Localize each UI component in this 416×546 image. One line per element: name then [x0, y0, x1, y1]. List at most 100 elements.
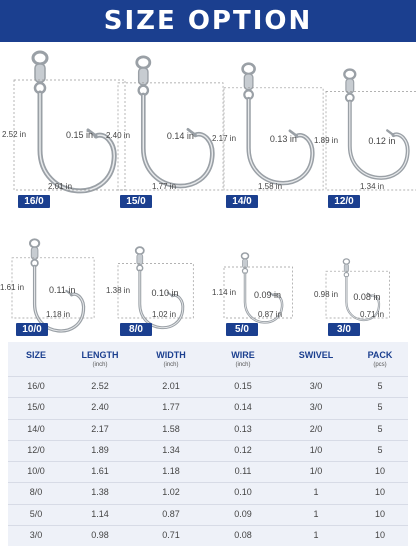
table-cell: 1.18	[162, 466, 180, 476]
hook-item	[218, 252, 318, 334]
table-cell: 1.34	[162, 444, 180, 455]
column-header: SIZE	[8, 350, 64, 361]
row-divider	[8, 503, 408, 505]
column-header: LENGTH (inch)	[64, 350, 136, 369]
table-cell: 8/0	[29, 487, 43, 498]
table-cell: 10	[374, 487, 385, 498]
size-tag: 15/0	[120, 195, 152, 208]
width-dimension: 2.01 in	[48, 182, 73, 191]
size-tag: 8/0	[120, 323, 152, 336]
wire-dimension: 0.08 in	[353, 292, 381, 303]
circle-hook-icon	[117, 55, 224, 191]
table-cell: 3/0	[29, 529, 43, 540]
row-divider	[8, 376, 408, 377]
table-cell: 16/0	[27, 381, 45, 391]
wire-dimension: 0.12 in	[368, 135, 396, 146]
width-dimension: 1.34 in	[360, 182, 385, 191]
width-dimension: 0.71 in	[360, 310, 385, 319]
wire-dimension: 0.14 in	[166, 131, 194, 142]
hook-item	[320, 258, 416, 334]
table-cell: 12/0	[27, 444, 45, 455]
table-cell: 0.12	[234, 444, 252, 455]
circle-hook-icon	[223, 62, 324, 191]
column-header: WIDTH (inch)	[136, 350, 206, 369]
table-row: 14/0 2.17 1.58 0.13 2/0 5	[8, 419, 408, 440]
table-cell: 0.10	[234, 487, 252, 498]
table-cell: 0.08	[234, 529, 252, 540]
length-dimension: 1.89 in	[314, 135, 339, 145]
row-divider	[8, 439, 408, 441]
table-cell: 0.15	[234, 381, 252, 391]
table-cell: 2.01	[162, 381, 180, 391]
size-tag: 5/0	[226, 323, 258, 336]
circle-hook-icon	[11, 238, 95, 333]
table-cell: 1.58	[162, 423, 180, 434]
wire-dimension: 0.13 in	[269, 133, 297, 144]
table-cell: 2.17	[91, 423, 109, 434]
spec-table: SIZE LENGTH (inch) WIDTH (inch) WIRE (inch) SWI…	[8, 342, 408, 546]
width-dimension: 1.02 in	[152, 310, 177, 319]
circle-hook-icon	[223, 252, 293, 324]
table-row: 16/0 2.52 2.01 0.15 3/0 5	[8, 376, 408, 397]
column-header-label: WIDTH	[156, 350, 186, 360]
table-cell: 0.13	[234, 423, 252, 434]
size-tag: 14/0	[226, 195, 258, 208]
width-dimension: 1.58 in	[258, 182, 283, 191]
table-cell: 10/0	[27, 466, 45, 476]
table-row: 3/0 0.98 0.71 0.08 1 10	[8, 525, 408, 546]
row-divider	[8, 482, 408, 484]
length-dimension: 1.61 in	[0, 282, 25, 292]
table-cell: 1.61	[91, 466, 109, 476]
table-cell: 1.38	[91, 487, 109, 498]
column-header-label: WIRE	[231, 350, 255, 360]
wire-dimension: 0.10 in	[151, 287, 179, 298]
table-cell: 1/0	[309, 466, 323, 476]
table-row: 12/0 1.89 1.34 0.12 1/0 5	[8, 440, 408, 461]
table-cell: 1.02	[162, 487, 180, 498]
table-cell: 1.77	[162, 402, 180, 413]
table-cell: 1	[313, 529, 319, 540]
table-row: 8/0 1.38 1.02 0.10 1 10	[8, 482, 408, 503]
table-cell: 2.52	[91, 381, 109, 391]
column-header-label: PACK	[367, 350, 393, 360]
table-cell: 1	[313, 508, 319, 519]
circle-hook-icon	[325, 258, 390, 322]
size-tag: 3/0	[328, 323, 360, 336]
row-divider	[8, 524, 408, 526]
column-header: WIRE (inch)	[206, 350, 280, 369]
table-cell: 5/0	[29, 508, 43, 519]
wire-dimension: 0.09 in	[254, 289, 282, 300]
title-banner: SIZE OPTION	[0, 0, 416, 42]
table-cell: 0.98	[91, 529, 109, 540]
table-cell: 0.87	[162, 508, 180, 519]
table-cell: 5	[377, 444, 383, 455]
table-cell: 0.09	[234, 508, 252, 519]
circle-hook-icon	[117, 246, 194, 330]
table-cell: 10	[374, 466, 385, 476]
hook-item	[218, 62, 324, 206]
column-header-unit: (inch)	[235, 362, 251, 368]
table-cell: 14/0	[27, 423, 45, 434]
table-cell: 1	[313, 487, 319, 498]
circle-hook-icon	[13, 50, 126, 194]
table-cell: 10	[374, 508, 385, 519]
column-header-unit: (pcs)	[373, 362, 387, 368]
width-dimension: 1.77 in	[152, 182, 177, 191]
width-dimension: 1.18 in	[46, 310, 71, 319]
length-dimension: 2.52 in	[2, 130, 27, 139]
length-dimension: 1.14 in	[212, 287, 237, 297]
wire-dimension: 0.15 in	[66, 129, 94, 140]
size-tag: 10/0	[16, 323, 48, 336]
size-tag: 12/0	[328, 195, 360, 208]
table-row: 10/0 1.61 1.18 0.11 1/0 10	[8, 461, 408, 482]
table-cell: 2/0	[309, 423, 323, 434]
table-row: 15/0 2.40 1.77 0.14 3/0 5	[8, 397, 408, 418]
table-cell: 0.14	[234, 402, 252, 413]
page-title: SIZE OPTION	[103, 6, 313, 36]
table-cell: 3/0	[309, 381, 323, 391]
row-divider	[8, 461, 408, 462]
hook-item	[8, 50, 126, 206]
table-cell: 10	[374, 529, 385, 540]
hook-item	[112, 246, 212, 334]
circle-hook-icon	[325, 68, 416, 191]
